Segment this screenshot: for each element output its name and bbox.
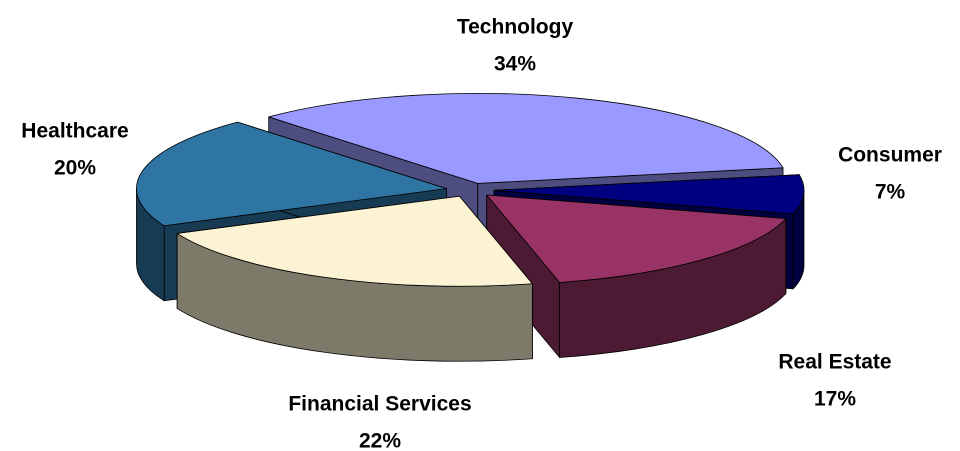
slice-label: Real Estate (778, 351, 891, 374)
slice (176, 195, 533, 362)
slice (268, 93, 784, 184)
slice-value-label: 34% (494, 53, 536, 76)
slice (136, 121, 447, 227)
slice-value-label: 7% (875, 181, 906, 204)
slice-label: Consumer (838, 144, 942, 167)
slice-value-label: 22% (359, 430, 401, 451)
slice-label: Healthcare (21, 120, 128, 143)
slice (486, 194, 787, 283)
slice-value-label: 20% (54, 157, 96, 180)
slice-label: Financial Services (288, 393, 471, 416)
slice-value-label: 17% (814, 388, 856, 411)
slice-label: Technology (457, 16, 574, 39)
slice (176, 195, 533, 287)
slice (493, 174, 805, 215)
